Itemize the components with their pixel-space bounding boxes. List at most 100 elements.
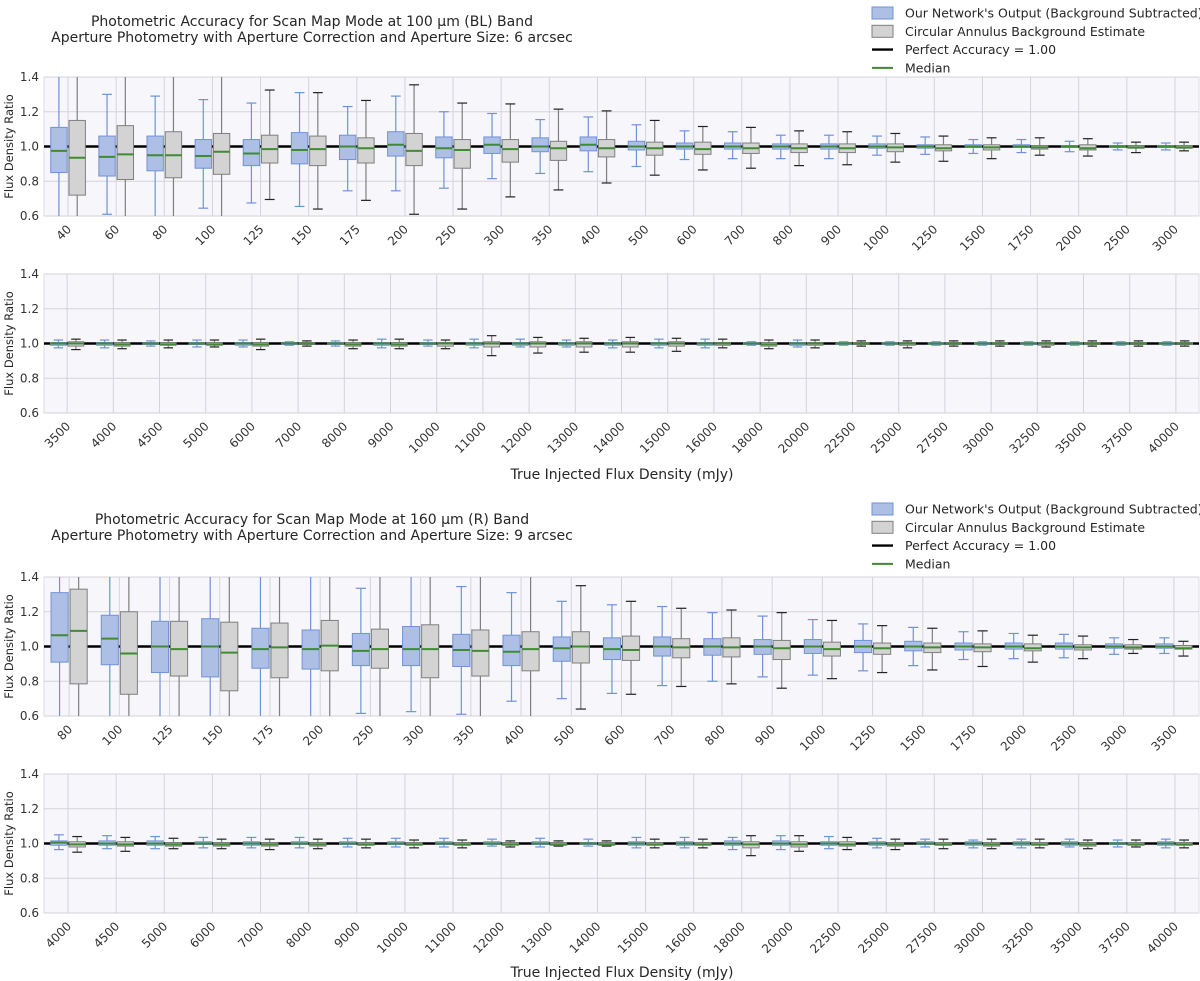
legend-entry: Our Network's Output (Background Subtrac…	[905, 6, 1200, 21]
box-annulus	[405, 839, 423, 849]
box-annulus	[1037, 340, 1055, 348]
box-iqr	[402, 626, 421, 667]
box-network	[703, 612, 722, 682]
x-tick-label: 20000	[759, 919, 796, 956]
x-tick-label: 100	[192, 222, 218, 248]
box-annulus	[1174, 640, 1193, 657]
box-iqr	[309, 135, 327, 167]
x-tick-label: 11000	[422, 919, 459, 956]
x-tick-label: 175	[250, 722, 276, 748]
x-tick-label: 300	[401, 722, 427, 748]
x-tick-label: 14000	[567, 919, 604, 956]
box-annulus	[483, 335, 501, 357]
x-tick-label: 1250	[909, 222, 940, 253]
box-annulus	[1083, 340, 1101, 347]
x-tick-label: 600	[602, 722, 628, 748]
x-tick-label: 32500	[1000, 919, 1037, 956]
x-tick-label: 900	[752, 722, 778, 748]
x-tick-label: 27500	[914, 419, 951, 456]
box-iqr	[453, 139, 471, 169]
box-iqr	[50, 592, 69, 663]
y-tick-label: 0.6	[20, 709, 39, 723]
box-annulus	[1073, 635, 1093, 660]
box-network	[904, 626, 923, 667]
x-tick-label: 22500	[822, 419, 859, 456]
x-tick-label: 3500	[1149, 722, 1180, 753]
x-tick-label: 37500	[1096, 919, 1133, 956]
box-network	[387, 95, 405, 192]
box-network	[338, 105, 357, 192]
box-network	[338, 837, 357, 848]
box-annulus	[1127, 141, 1145, 154]
x-tick-label: 2000	[998, 722, 1029, 753]
box-network	[290, 92, 309, 208]
box-annulus	[1130, 340, 1147, 347]
box-iqr	[69, 588, 88, 685]
box-network	[954, 631, 973, 661]
box-network	[201, 577, 220, 716]
x-tick-label: 1000	[797, 722, 828, 753]
legend-swatch-annulus	[871, 24, 894, 38]
box-annulus	[899, 340, 916, 349]
box-network	[723, 131, 742, 160]
y-tick-label: 1.0	[20, 337, 39, 351]
box-network	[820, 835, 838, 850]
x-tick-label: 150	[200, 722, 226, 748]
x-tick-label: 35000	[1048, 919, 1085, 956]
y-axis-label: Flux Density Ratio	[2, 594, 16, 698]
x-tick-label: 500	[551, 722, 577, 748]
box-annulus	[252, 338, 270, 351]
box-network	[502, 592, 521, 702]
box-annulus	[1127, 839, 1145, 848]
box-network	[1020, 341, 1037, 346]
box-iqr	[290, 132, 309, 165]
box-annulus	[261, 89, 279, 201]
box-network	[435, 837, 453, 848]
x-tick-label: 9000	[365, 419, 396, 450]
box-network	[789, 339, 806, 348]
box-annulus	[471, 577, 490, 716]
y-tick-label: 1.2	[20, 802, 39, 816]
box-network	[483, 112, 501, 180]
box-network	[1108, 839, 1127, 848]
box-network	[772, 134, 790, 160]
x-tick-label: 1500	[897, 722, 928, 753]
box-iqr	[521, 631, 540, 672]
box-network	[964, 839, 982, 849]
box-network	[868, 135, 886, 156]
box-network	[242, 102, 261, 204]
x-tick-label: 150	[289, 222, 315, 248]
box-network	[351, 587, 370, 714]
box-network	[653, 605, 672, 687]
y-tick-label: 0.6	[20, 406, 39, 420]
y-tick-label: 0.6	[20, 209, 39, 223]
x-tick-label: 4500	[134, 419, 165, 450]
box-network	[1004, 632, 1023, 660]
x-tick-label: 5000	[139, 919, 170, 950]
box-annulus	[159, 339, 177, 349]
x-tick-label: 13000	[545, 419, 582, 456]
box-annulus	[1124, 638, 1143, 655]
y-tick-label: 1.0	[20, 837, 39, 851]
box-annulus	[694, 838, 712, 849]
box-annulus	[1176, 340, 1194, 347]
x-tick-label: 250	[350, 722, 376, 748]
box-network	[98, 835, 116, 850]
x-tick-label: 40	[53, 222, 74, 243]
x-tick-label: 1250	[847, 722, 878, 753]
panel-2: 0.6 0.8 1.0 1.2 1.4 4000 4500 5000 6000 7000 8000 9…	[2, 767, 1200, 956]
box-annulus	[790, 835, 808, 852]
box-network	[1108, 142, 1127, 151]
x-tick-label: 500	[626, 222, 652, 248]
box-annulus	[437, 339, 454, 350]
box-network	[627, 836, 646, 849]
box-annulus	[742, 835, 760, 857]
box-network	[146, 95, 164, 216]
box-annulus	[991, 340, 1009, 347]
box-network	[531, 837, 549, 848]
box-network	[627, 124, 646, 168]
x-tick-label: 350	[529, 222, 555, 248]
box-iqr	[212, 132, 231, 175]
x-tick-label: 16000	[683, 419, 720, 456]
box-network	[452, 585, 471, 715]
